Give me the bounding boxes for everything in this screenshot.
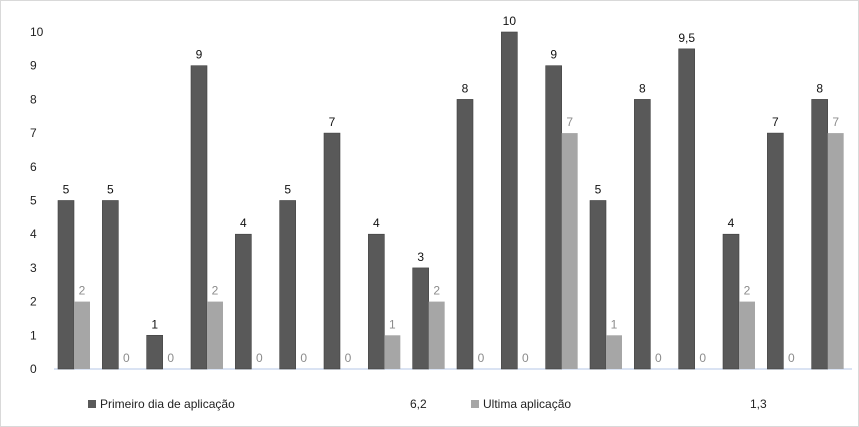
data-label-primeiro: 10 [503, 14, 517, 28]
data-label-ultima: 0 [655, 351, 662, 365]
data-label-ultima: 1 [389, 317, 396, 331]
data-label-ultima: 2 [79, 284, 86, 298]
data-label-primeiro: 5 [107, 183, 114, 197]
bar-ultima [384, 335, 401, 369]
data-label-ultima: 0 [699, 351, 706, 365]
bar-primeiro [235, 233, 252, 370]
y-tick-label: 10 [30, 25, 44, 39]
data-label-primeiro: 8 [639, 81, 646, 95]
legend: Primeiro dia de aplicação 6,2 Ultima apl… [88, 397, 767, 411]
bar-primeiro [501, 31, 518, 370]
data-label-primeiro: 7 [772, 115, 779, 129]
legend-label-ultima: Ultima aplicação [483, 397, 571, 411]
bar-primeiro [678, 48, 695, 370]
bar-primeiro [102, 200, 119, 370]
legend-swatch-primeiro [88, 400, 96, 408]
y-tick-label: 8 [30, 92, 37, 106]
bar-ultima [428, 301, 445, 369]
data-label-primeiro: 9,5 [678, 31, 695, 45]
y-tick-label: 3 [30, 261, 37, 275]
data-label-primeiro: 8 [816, 81, 823, 95]
data-label-primeiro: 8 [462, 81, 469, 95]
data-label-primeiro: 5 [595, 183, 602, 197]
data-label-ultima: 0 [345, 351, 352, 365]
bar-ultima [827, 133, 844, 369]
data-label-primeiro: 9 [550, 48, 557, 62]
bar-primeiro [190, 65, 208, 370]
y-tick-label: 7 [30, 126, 37, 140]
data-label-ultima: 2 [744, 284, 751, 298]
data-label-ultima: 0 [478, 351, 485, 365]
bar-primeiro [412, 267, 429, 370]
legend-average-primeiro: 6,2 [410, 397, 427, 411]
data-label-primeiro: 4 [373, 216, 380, 230]
bar-primeiro [811, 99, 828, 370]
y-tick-label: 4 [30, 227, 37, 241]
data-label-primeiro: 1 [151, 317, 158, 331]
data-label-primeiro: 9 [196, 48, 203, 62]
bar-ultima [74, 301, 90, 369]
y-tick-label: 2 [30, 295, 37, 309]
bar-primeiro [323, 132, 341, 370]
data-label-ultima: 0 [522, 351, 529, 365]
bar-ultima [739, 301, 755, 369]
y-axis: 0 1 2 3 4 5 6 7 8 9 10 [30, 25, 44, 376]
bar-ultima [561, 133, 578, 369]
data-label-ultima: 0 [256, 351, 263, 365]
data-label-ultima: 1 [611, 317, 618, 331]
bar-ultima [606, 335, 622, 369]
legend-average-ultima: 1,3 [750, 397, 767, 411]
bars-group [57, 31, 844, 370]
y-tick-label: 9 [30, 59, 37, 73]
data-label-ultima: 0 [788, 351, 795, 365]
data-label-ultima: 2 [433, 284, 440, 298]
bar-primeiro [279, 200, 296, 370]
bar-primeiro [722, 233, 740, 370]
legend-label-primeiro: Primeiro dia de aplicação [100, 397, 235, 411]
data-label-ultima: 2 [212, 284, 219, 298]
bar-primeiro [368, 233, 385, 370]
data-label-primeiro: 7 [329, 115, 336, 129]
legend-swatch-ultima [471, 400, 479, 408]
bar-ultima [207, 301, 223, 369]
bar-primeiro [545, 65, 562, 370]
data-label-primeiro: 3 [417, 250, 424, 264]
y-tick-label: 5 [30, 194, 37, 208]
bar-primeiro [57, 200, 75, 370]
data-label-primeiro: 4 [728, 216, 735, 230]
y-tick-label: 0 [30, 362, 37, 376]
data-label-ultima: 7 [832, 115, 839, 129]
data-label-primeiro: 5 [284, 183, 291, 197]
y-tick-label: 6 [30, 160, 37, 174]
bar-primeiro [634, 99, 651, 370]
data-label-ultima: 0 [300, 351, 307, 365]
data-label-ultima: 0 [123, 351, 130, 365]
bar-primeiro [146, 334, 163, 370]
data-label-primeiro: 4 [240, 216, 247, 230]
y-tick-label: 1 [30, 328, 37, 342]
bar-primeiro [767, 132, 784, 370]
data-label-ultima: 0 [167, 351, 174, 365]
data-label-ultima: 7 [566, 115, 573, 129]
bar-primeiro [589, 200, 607, 370]
bar-primeiro [456, 99, 474, 370]
data-label-primeiro: 5 [63, 183, 70, 197]
